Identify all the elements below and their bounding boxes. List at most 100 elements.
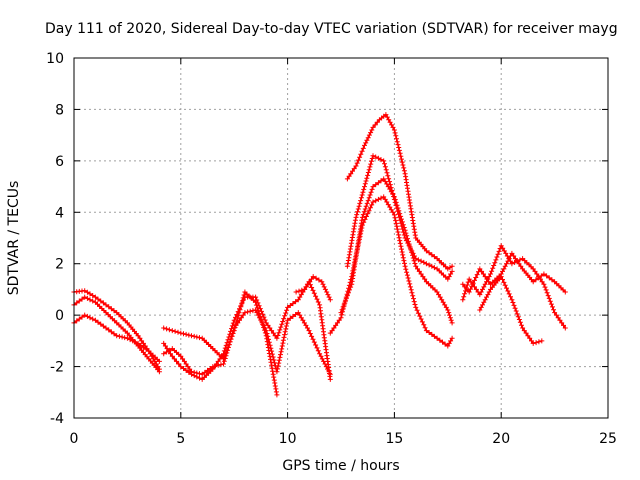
data-point-marker xyxy=(297,312,303,318)
series-track-8 xyxy=(327,194,455,349)
data-point-marker xyxy=(448,271,454,277)
data-point-marker xyxy=(217,356,223,362)
data-point-marker xyxy=(527,335,533,341)
data-point-marker xyxy=(399,246,404,252)
data-point-marker xyxy=(466,289,472,295)
data-point-marker xyxy=(481,299,487,305)
data-point-marker xyxy=(300,317,306,323)
data-point-marker xyxy=(343,295,349,301)
data-point-marker xyxy=(389,188,395,193)
data-point-marker xyxy=(388,185,394,191)
data-point-marker xyxy=(274,335,280,341)
data-point-marker xyxy=(466,276,472,282)
data-point-marker xyxy=(416,268,422,274)
data-point-marker xyxy=(169,353,175,359)
data-point-marker xyxy=(434,335,440,341)
data-point-marker xyxy=(229,333,235,339)
data-point-marker xyxy=(518,263,524,269)
data-point-marker xyxy=(539,338,545,344)
data-point-marker xyxy=(225,344,231,350)
y-tick-labels: -4 -2 0 2 4 6 8 10 xyxy=(46,51,64,427)
data-point-marker xyxy=(348,171,354,177)
data-point-marker xyxy=(326,369,332,375)
data-point-marker xyxy=(514,311,520,317)
data-point-marker xyxy=(412,261,418,266)
data-point-marker xyxy=(178,353,184,359)
data-point-marker xyxy=(544,290,550,296)
data-point-marker xyxy=(382,196,388,202)
data-point-marker xyxy=(108,329,114,335)
data-point-marker xyxy=(401,258,407,264)
data-point-marker xyxy=(311,339,317,345)
data-point-marker xyxy=(363,203,369,209)
data-point-marker xyxy=(523,330,529,336)
series-track-11 xyxy=(344,112,455,272)
data-point-marker xyxy=(396,211,401,217)
data-point-marker xyxy=(347,287,352,293)
data-point-marker xyxy=(517,319,523,325)
data-point-marker xyxy=(359,214,365,220)
series-track-13 xyxy=(460,243,568,331)
x-tick-label: 25 xyxy=(599,431,617,447)
data-point-marker xyxy=(87,297,93,303)
data-point-marker xyxy=(395,208,401,214)
data-point-marker xyxy=(282,329,288,335)
data-point-marker xyxy=(549,277,555,283)
y-tick-label: -2 xyxy=(50,360,64,376)
data-point-marker xyxy=(322,361,328,367)
data-point-marker xyxy=(319,279,325,285)
data-point-marker xyxy=(207,366,213,371)
data-point-marker xyxy=(394,139,400,145)
data-point-marker xyxy=(272,383,278,389)
data-point-marker xyxy=(486,289,492,295)
data-point-marker xyxy=(140,344,146,350)
data-point-marker xyxy=(449,268,455,274)
data-point-marker xyxy=(287,303,293,308)
data-point-marker xyxy=(130,338,136,344)
data-point-marker xyxy=(218,362,224,368)
data-point-marker xyxy=(164,349,170,355)
series-track-5 xyxy=(161,279,333,382)
data-point-marker xyxy=(360,189,366,195)
data-point-marker xyxy=(166,347,172,353)
data-point-marker xyxy=(143,346,149,352)
data-point-marker xyxy=(265,333,271,339)
data-point-marker xyxy=(346,173,352,179)
data-point-marker xyxy=(225,347,231,353)
data-point-marker xyxy=(418,271,424,277)
data-point-marker xyxy=(491,263,497,268)
data-point-marker xyxy=(354,212,360,218)
data-point-marker xyxy=(298,292,304,298)
data-point-marker xyxy=(464,282,470,288)
data-point-marker xyxy=(498,274,504,280)
data-point-marker xyxy=(396,145,402,150)
data-point-marker xyxy=(431,254,437,260)
data-point-marker xyxy=(403,266,409,272)
data-point-marker xyxy=(405,240,411,246)
data-point-marker xyxy=(327,371,333,377)
data-point-marker xyxy=(285,304,291,310)
data-point-marker xyxy=(365,172,371,178)
data-point-marker xyxy=(276,360,282,366)
data-point-marker xyxy=(283,323,289,329)
data-point-marker xyxy=(82,294,88,300)
data-point-marker xyxy=(100,323,106,329)
data-point-marker xyxy=(339,312,345,318)
data-point-marker xyxy=(282,332,288,338)
x-tick-label: 20 xyxy=(492,431,510,447)
data-point-marker xyxy=(295,297,301,303)
data-point-marker xyxy=(247,308,253,314)
data-point-marker xyxy=(322,286,328,292)
data-point-marker xyxy=(90,316,96,322)
data-point-marker xyxy=(375,196,381,202)
data-point-marker xyxy=(537,276,543,282)
series-track-10 xyxy=(344,153,455,282)
data-point-marker xyxy=(74,318,80,324)
data-point-marker xyxy=(486,274,492,280)
data-point-marker xyxy=(178,330,184,336)
data-point-marker xyxy=(197,335,202,341)
data-point-marker xyxy=(108,306,114,312)
data-point-marker xyxy=(411,253,417,259)
data-point-marker xyxy=(382,178,388,184)
axis-ticks xyxy=(73,57,609,419)
